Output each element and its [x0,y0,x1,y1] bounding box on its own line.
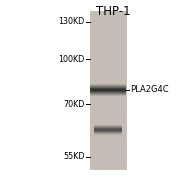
Bar [94,126,122,127]
Bar [94,127,122,128]
Text: 55KD: 55KD [63,152,85,161]
Bar [90,91,126,92]
Bar [90,89,126,90]
Bar [94,128,122,129]
Bar [90,88,126,89]
Bar [94,131,122,132]
Bar [90,92,126,93]
Text: 100KD: 100KD [58,55,85,64]
Bar [90,11,126,169]
Text: 70KD: 70KD [63,100,85,109]
Bar [90,85,126,86]
Bar [90,84,126,85]
Bar [94,125,122,126]
Bar [90,95,126,96]
Bar [94,129,122,130]
Bar [90,90,126,91]
Bar [94,130,122,131]
Text: THP-1: THP-1 [96,5,131,18]
Bar [94,134,122,135]
Bar [90,87,126,88]
Bar [94,132,122,133]
Text: 130KD: 130KD [58,17,85,26]
Bar [94,133,122,134]
Text: PLA2G4C: PLA2G4C [130,86,169,94]
Bar [90,94,126,95]
